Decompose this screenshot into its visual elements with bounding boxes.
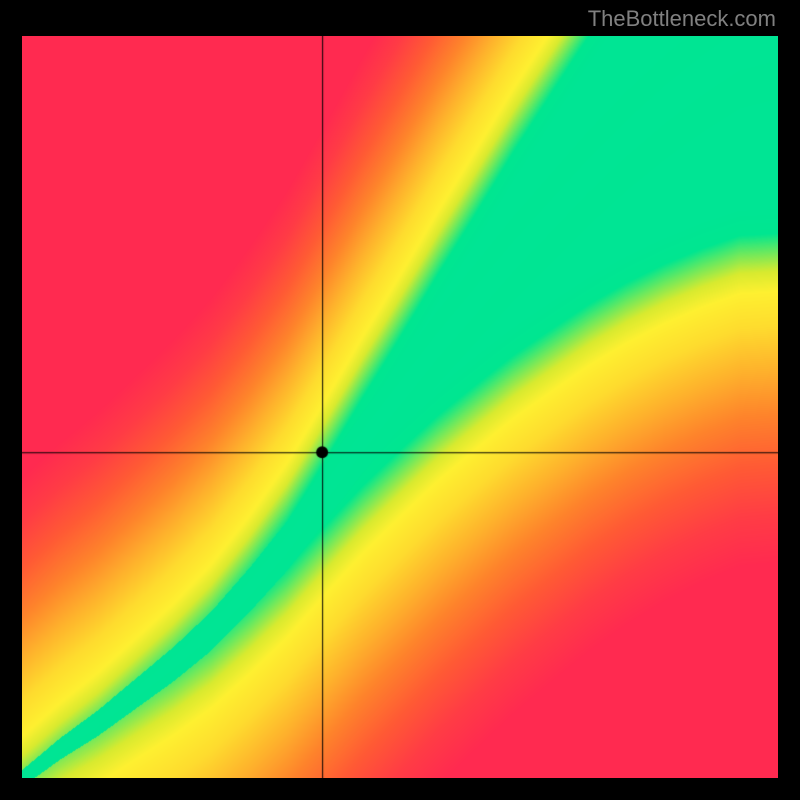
- heatmap-plot: [22, 36, 778, 778]
- chart-container: TheBottleneck.com: [0, 0, 800, 800]
- watermark-text: TheBottleneck.com: [588, 6, 776, 32]
